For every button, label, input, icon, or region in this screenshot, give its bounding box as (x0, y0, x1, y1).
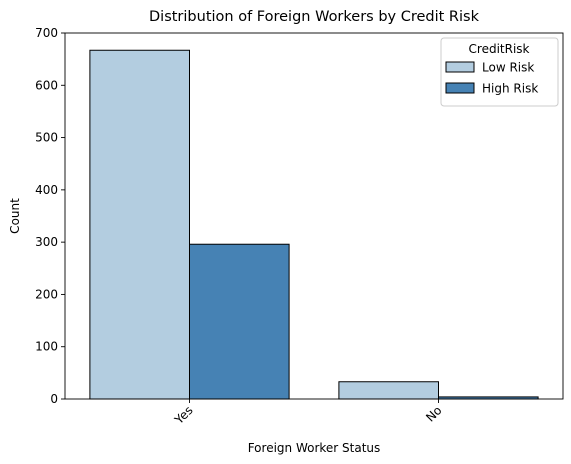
y-tick-label: 400 (35, 183, 58, 197)
legend-label: Low Risk (482, 61, 534, 75)
bar-no-low-risk (338, 381, 439, 400)
bar-yes-high-risk (189, 243, 290, 400)
plot-frame (64, 32, 564, 400)
legend-swatch (445, 61, 475, 73)
y-tick-label: 500 (35, 131, 58, 145)
y-tick-label: 100 (35, 340, 58, 354)
y-axis: 0 100 200 300 400 500 600 700 (35, 26, 65, 406)
chart-title: Distribution of Foreign Workers by Credi… (149, 9, 480, 25)
legend-title: CreditRisk (469, 42, 530, 56)
bar-yes-low-risk (89, 49, 190, 400)
y-tick-label: 700 (35, 26, 58, 40)
legend: CreditRisk Low Risk High Risk (440, 37, 559, 107)
y-axis-label: Count (8, 198, 22, 234)
y-tick-label: 300 (35, 235, 58, 249)
bars-group (89, 49, 539, 400)
x-axis-label: Foreign Worker Status (248, 441, 381, 455)
x-tick-label: Yes (171, 403, 195, 427)
y-tick-label: 0 (50, 392, 58, 406)
y-tick-label: 200 (35, 287, 58, 301)
x-axis: Yes No (171, 399, 445, 428)
y-tick-label: 600 (35, 78, 58, 92)
x-tick-label: No (423, 403, 444, 424)
legend-swatch (445, 82, 475, 94)
legend-label: High Risk (482, 82, 538, 96)
